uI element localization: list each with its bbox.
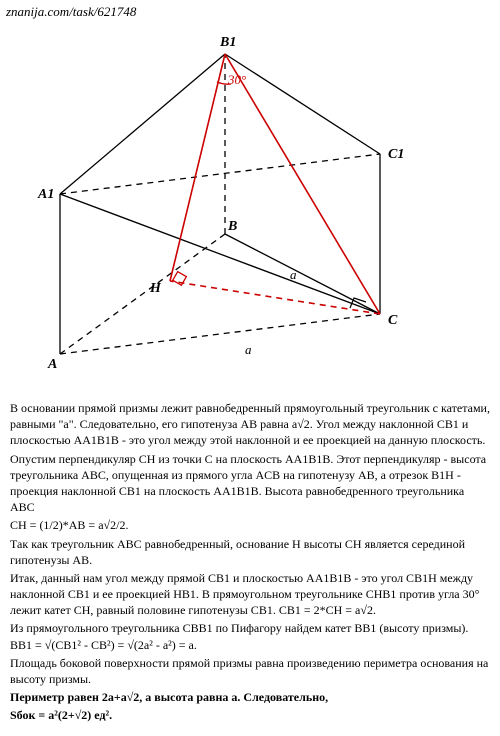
svg-text:H: H bbox=[149, 281, 162, 296]
source-url: znanija.com/task/621748 bbox=[0, 0, 500, 24]
solution-text: В основании прямой призмы лежит равнобед… bbox=[0, 394, 500, 736]
svg-text:a: a bbox=[290, 267, 297, 282]
solution-paragraph: Периметр равен 2a+a√2, а высота равна a.… bbox=[10, 689, 490, 705]
solution-paragraph: Площадь боковой поверхности прямой призм… bbox=[10, 655, 490, 687]
svg-text:30°: 30° bbox=[227, 72, 246, 87]
solution-paragraph: Итак, данный нам угол между прямой CB1 и… bbox=[10, 570, 490, 619]
svg-text:C1: C1 bbox=[388, 147, 404, 162]
solution-paragraph: CH = (1/2)*AB = a√2/2. bbox=[10, 517, 490, 533]
solution-paragraph: В основании прямой призмы лежит равнобед… bbox=[10, 400, 490, 449]
svg-text:B1: B1 bbox=[219, 35, 236, 50]
solution-paragraph: Из прямоугольного треугольника CBB1 по П… bbox=[10, 620, 490, 652]
geometry-diagram: 30° A B C A1 B1 C1 Ha a bbox=[0, 24, 500, 394]
solution-paragraph: Так как треугольник ABC равнобедренный, … bbox=[10, 536, 490, 568]
svg-text:a: a bbox=[245, 342, 252, 357]
svg-text:B: B bbox=[227, 219, 237, 234]
svg-text:A: A bbox=[47, 357, 57, 372]
solution-paragraph: Опустим перпендикуляр CH из точки C на п… bbox=[10, 451, 490, 516]
svg-text:A1: A1 bbox=[37, 187, 54, 202]
svg-text:C: C bbox=[388, 313, 398, 328]
solution-paragraph: Sбок = a²(2+√2) ед². bbox=[10, 707, 490, 723]
